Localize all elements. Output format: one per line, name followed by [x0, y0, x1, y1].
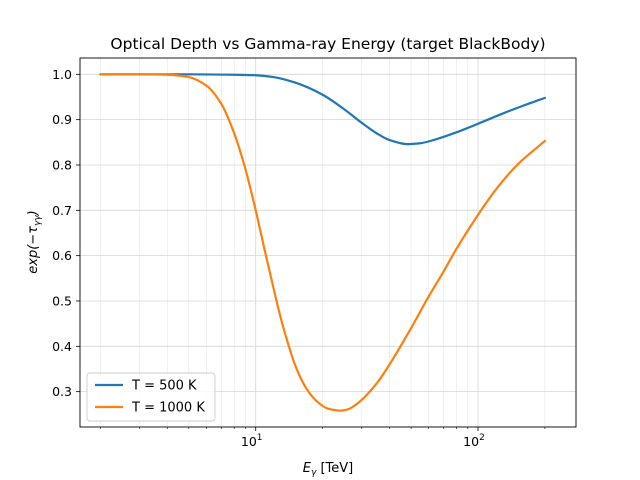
- y-tick-label: 0.8: [52, 157, 72, 172]
- y-axis-label-group: exp(−τγγ): [26, 210, 43, 273]
- y-axis-label-sub: γγ: [33, 215, 43, 226]
- y-tick-label: 0.6: [52, 248, 72, 263]
- x-tick-label: 102: [463, 433, 485, 449]
- x-tick-label: 101: [241, 433, 263, 449]
- x-axis-label-unit: [TeV]: [316, 461, 353, 476]
- y-axis-label: exp(−τγγ): [26, 210, 43, 273]
- x-tick-base: 10: [241, 434, 257, 449]
- series-line-1: [99, 73, 547, 412]
- plot-frame: [79, 57, 577, 428]
- x-tick-base: 10: [463, 434, 479, 449]
- series-line-0: [99, 73, 547, 146]
- legend-label-500k: T = 500 K: [131, 379, 197, 394]
- x-axis-label: Eγ [TeV]: [303, 461, 353, 478]
- x-tick-exp: 2: [479, 433, 485, 443]
- y-tick-label: 0.9: [52, 112, 72, 127]
- y-tick-label: 0.5: [52, 293, 72, 308]
- y-axis-label-prefix: exp(−τ: [26, 226, 41, 274]
- chart-title: Optical Depth vs Gamma-ray Energy (targe…: [110, 35, 545, 53]
- y-tick-label: 0.3: [52, 384, 72, 399]
- legend: T = 500 K T = 1000 K: [86, 372, 216, 422]
- y-axis-label-suffix: ): [26, 210, 41, 216]
- y-tick-label: 1.0: [52, 67, 72, 82]
- series-layer: [99, 73, 547, 412]
- y-tick-label: 0.4: [52, 339, 72, 354]
- x-axis-label-sub: γ: [311, 468, 317, 478]
- x-tick-exp: 1: [257, 433, 263, 443]
- legend-label-1000k: T = 1000 K: [131, 401, 205, 416]
- x-axis-label-base: E: [303, 461, 312, 476]
- y-tick-label: 0.7: [52, 203, 72, 218]
